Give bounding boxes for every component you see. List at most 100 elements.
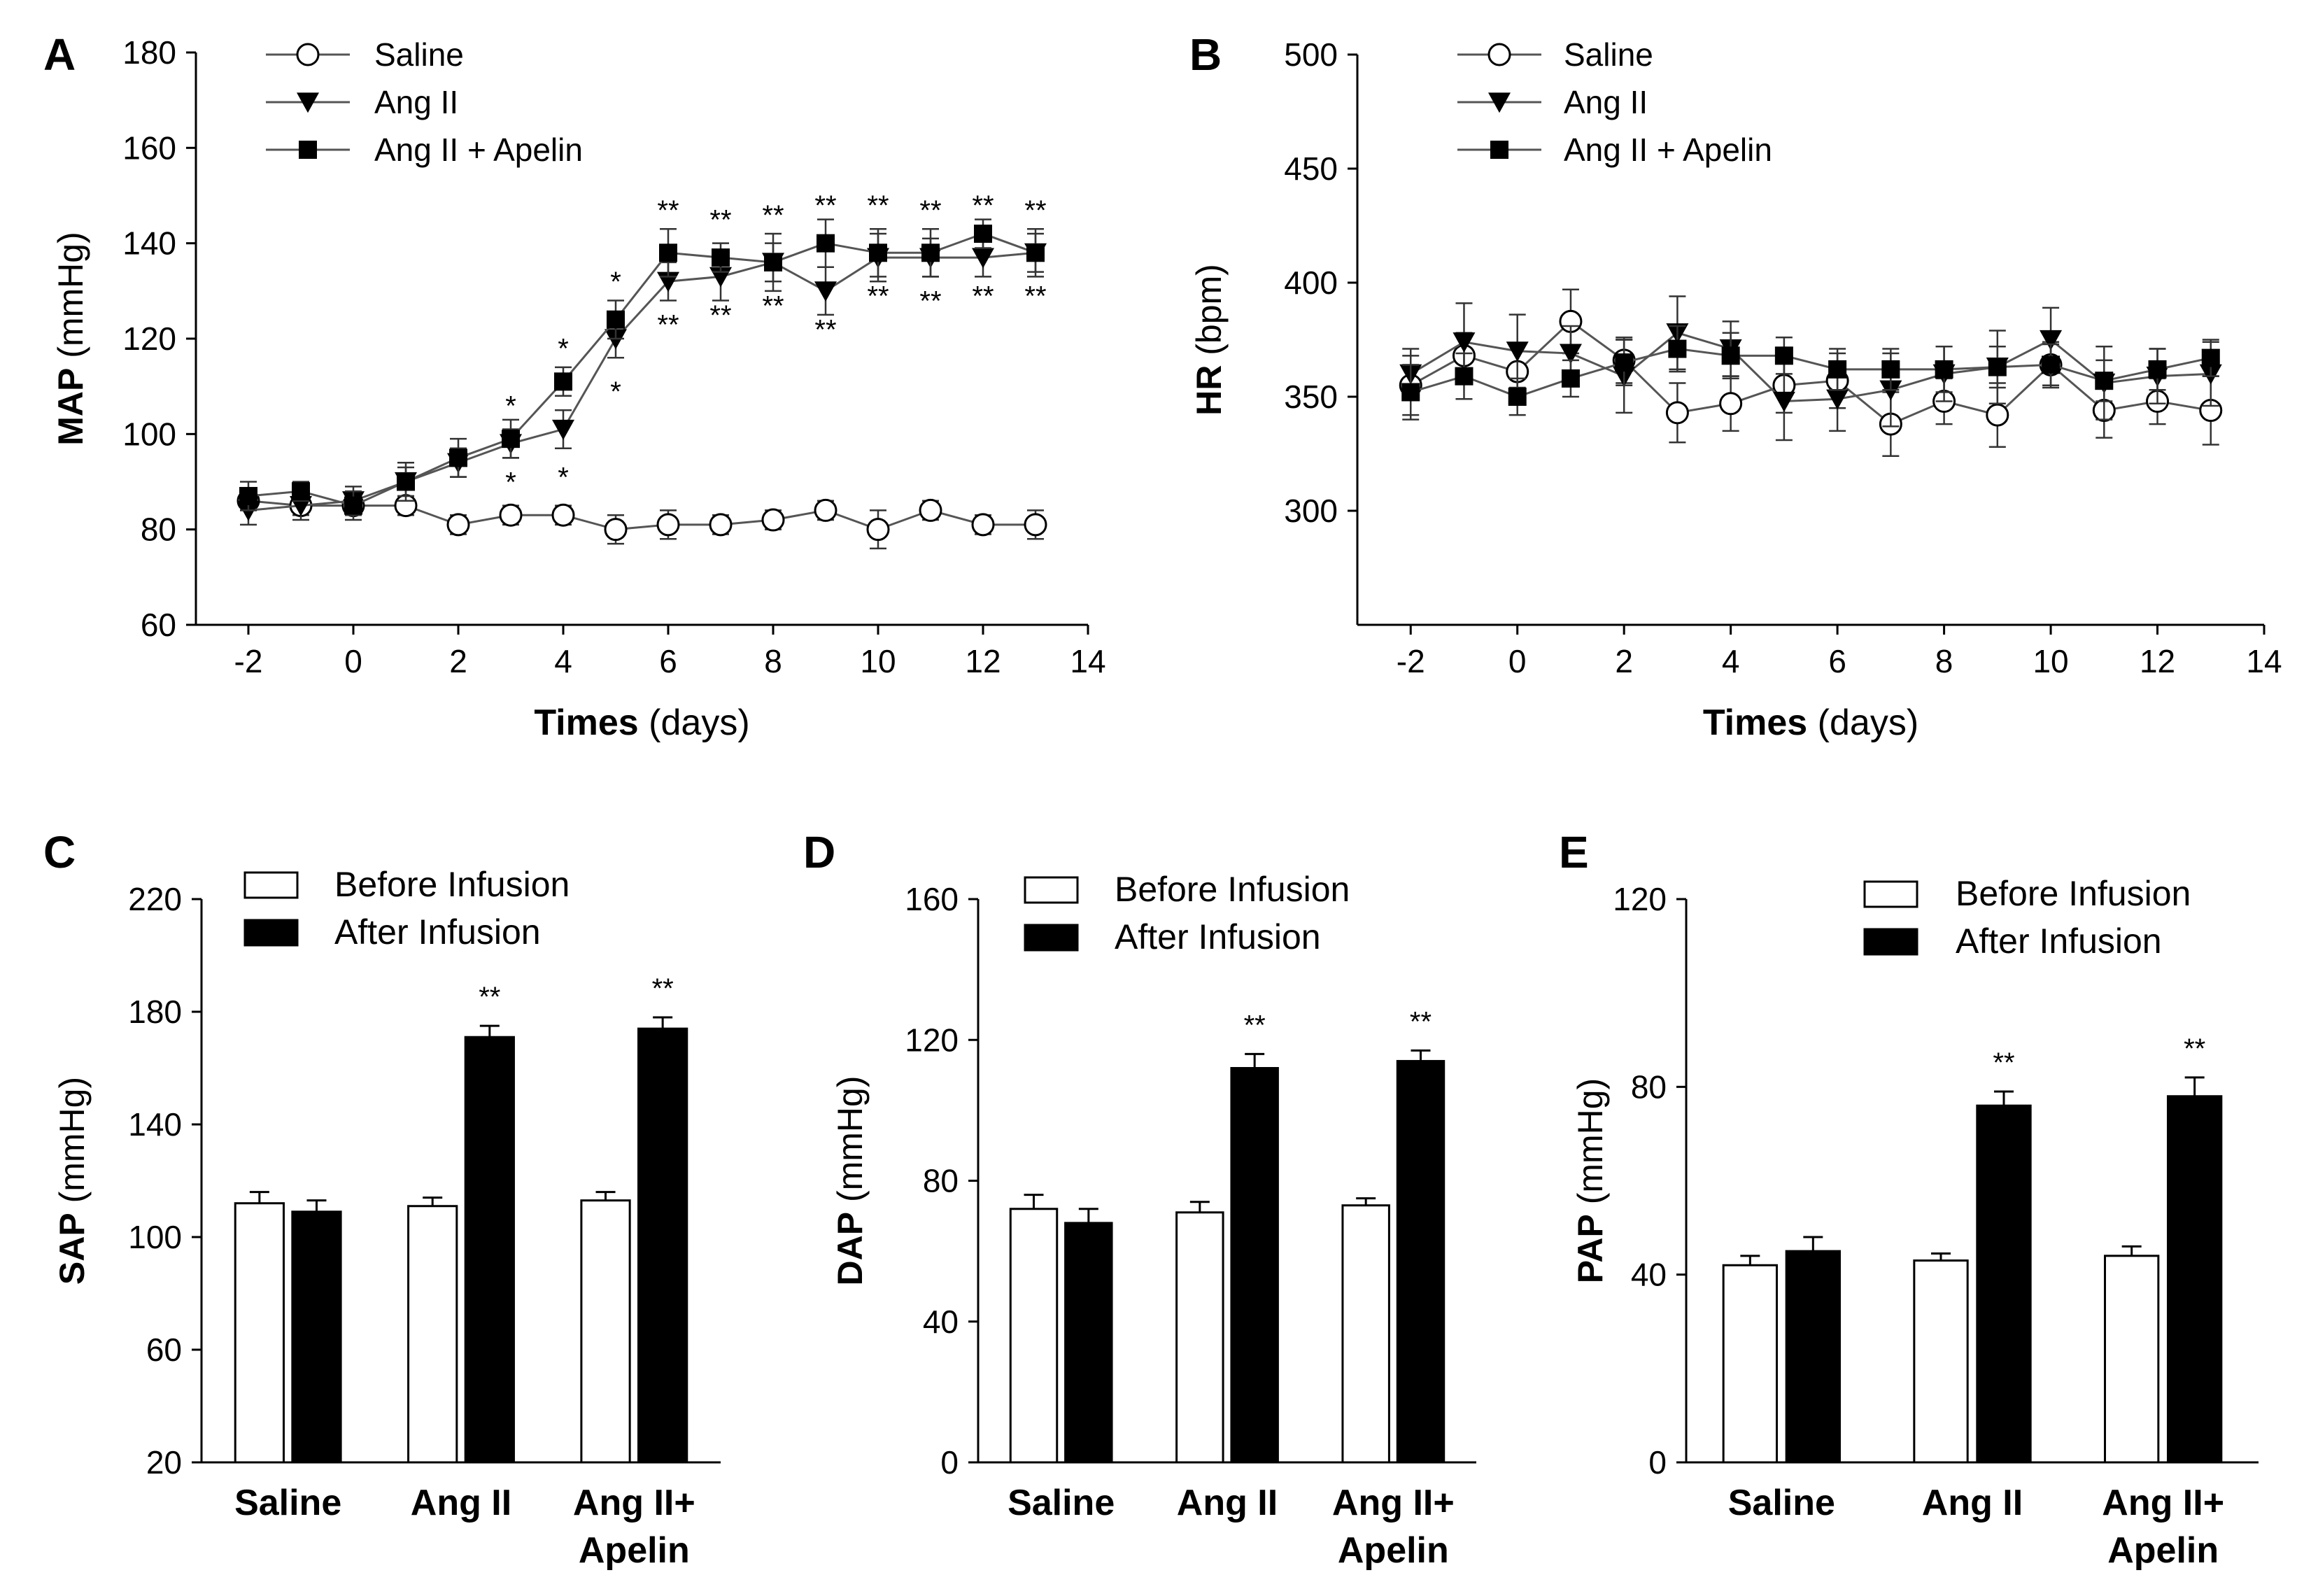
legend-swatch [1024, 924, 1079, 952]
bar-before-infusion [2104, 1255, 2160, 1464]
panel-letter: C [43, 827, 76, 877]
x-tick-label: 12 [2140, 643, 2175, 679]
significance-label: ** [709, 300, 731, 331]
significance-label: ** [2184, 1033, 2205, 1064]
significance-label: ** [972, 281, 994, 312]
bar-before-infusion [407, 1205, 458, 1464]
y-axis-label-unit: (bpm) [1189, 264, 1229, 365]
panel-letter: A [43, 29, 76, 80]
category-label: Saline [1008, 1483, 1115, 1523]
data-point [604, 518, 628, 542]
data-point [292, 482, 310, 501]
y-tick-label: 0 [1648, 1444, 1667, 1481]
chart-panel-a: A 60 80 100 120 140 160 180 -2 0 2 4 6 8 10 12 14 Times (… [43, 29, 1106, 743]
x-tick-label: 2 [449, 643, 467, 679]
x-tick-label: 8 [764, 643, 782, 679]
legend: Before Infusion After Infusion [243, 865, 570, 952]
x-tick-label: -2 [1397, 643, 1425, 679]
series-line [1410, 332, 2211, 403]
category-label: Apelin [1338, 1530, 1449, 1571]
data-point [551, 503, 575, 527]
significance-label: ** [1024, 281, 1046, 312]
y-tick-label: 80 [141, 511, 176, 548]
bar-after-infusion [1785, 1250, 1841, 1464]
significance-label: ** [867, 281, 889, 312]
legend-marker [299, 141, 317, 159]
bar-before-infusion [1722, 1264, 1779, 1464]
x-tick-label: -2 [234, 643, 263, 679]
legend-label: Ang II + Apelin [1564, 132, 1772, 168]
y-tick-label: 180 [128, 994, 182, 1030]
chart-panel-d: D 0 40 80 120 160 DAP (mmHg) Saline Ang II Ang II… [803, 827, 1476, 1571]
x-tick-label: 6 [1828, 643, 1846, 679]
y-tick-label: 350 [1284, 379, 1338, 415]
y-axis-label-bold: MAP [51, 368, 90, 446]
x-tick-label: 4 [554, 643, 572, 679]
data-point [239, 486, 257, 505]
data-point [1559, 344, 1582, 365]
data-point [1986, 403, 2009, 427]
data-point [764, 253, 782, 271]
y-tick-label: 160 [905, 881, 959, 917]
y-tick-label: 80 [1631, 1068, 1667, 1105]
legend: Saline Ang II Ang II + Apelin [266, 36, 583, 168]
x-tick-label: 0 [344, 643, 362, 679]
legend-label: Ang II [374, 84, 458, 120]
legend-swatch [1863, 880, 1918, 908]
legend-label: After Infusion [1115, 917, 1321, 956]
data-point [1665, 401, 1689, 425]
data-point [607, 310, 625, 329]
category-label: Ang II [1177, 1483, 1278, 1523]
significance-label: * [558, 334, 569, 365]
x-tick-label: 2 [1615, 643, 1633, 679]
legend-marker [297, 92, 319, 113]
data-point [1988, 358, 2007, 376]
legend-label: Ang II [1564, 84, 1648, 120]
significance-label: ** [1024, 195, 1046, 226]
category-label: Saline [234, 1483, 341, 1523]
category-label: Saline [1728, 1483, 1835, 1523]
y-tick-label: 100 [122, 416, 176, 452]
legend-marker [296, 43, 320, 66]
data-point [397, 472, 415, 491]
significance-label: ** [919, 285, 941, 316]
series-line [1410, 348, 2212, 398]
legend-label: Before Infusion [1956, 874, 2191, 913]
data-point [1772, 391, 1795, 412]
data-point [919, 498, 942, 522]
data-point [1881, 360, 1900, 379]
significance-label: ** [867, 190, 889, 221]
series-ang-ii-apelin [1401, 325, 2220, 421]
x-tick-label: 0 [1508, 643, 1527, 679]
data-point [814, 498, 837, 522]
data-point [446, 513, 470, 537]
data-point [1721, 346, 1740, 365]
data-point [1453, 332, 1476, 353]
series-ang-ii-apelin [239, 218, 1045, 521]
bar-after-infusion [291, 1210, 342, 1464]
x-axis-label-unit: (days) [1807, 702, 1918, 743]
series-line [248, 500, 1036, 531]
significance-label: ** [814, 190, 836, 221]
y-tick-label: 60 [141, 607, 176, 643]
bar-after-infusion [1230, 1067, 1279, 1464]
y-axis-label-unit: (mmHg) [1571, 1078, 1610, 1214]
y-tick-label: 450 [1284, 150, 1338, 187]
data-point [1826, 389, 1849, 410]
legend: Before Infusion After Infusion [1863, 874, 2191, 961]
data-point [2040, 330, 2063, 351]
x-tick-label: 6 [659, 643, 677, 679]
y-axis-label-unit: (mmHg) [51, 232, 90, 367]
data-point [1026, 243, 1045, 262]
chart-panel-b: B 300 350 400 450 500 -2 0 2 4 6 8 10 12 14 Times (days… [1189, 29, 2282, 743]
category-label: Ang II [1922, 1483, 2023, 1523]
panel-letter: E [1559, 827, 1589, 877]
data-point [866, 518, 890, 542]
x-tick-label: 12 [965, 643, 1001, 679]
legend-marker [1487, 43, 1511, 66]
x-axis-label: Times (days) [1703, 702, 1918, 743]
legend-label: Before Infusion [334, 865, 570, 904]
significance-label: ** [972, 190, 994, 221]
data-point [1024, 513, 1047, 537]
data-point [2042, 355, 2061, 374]
